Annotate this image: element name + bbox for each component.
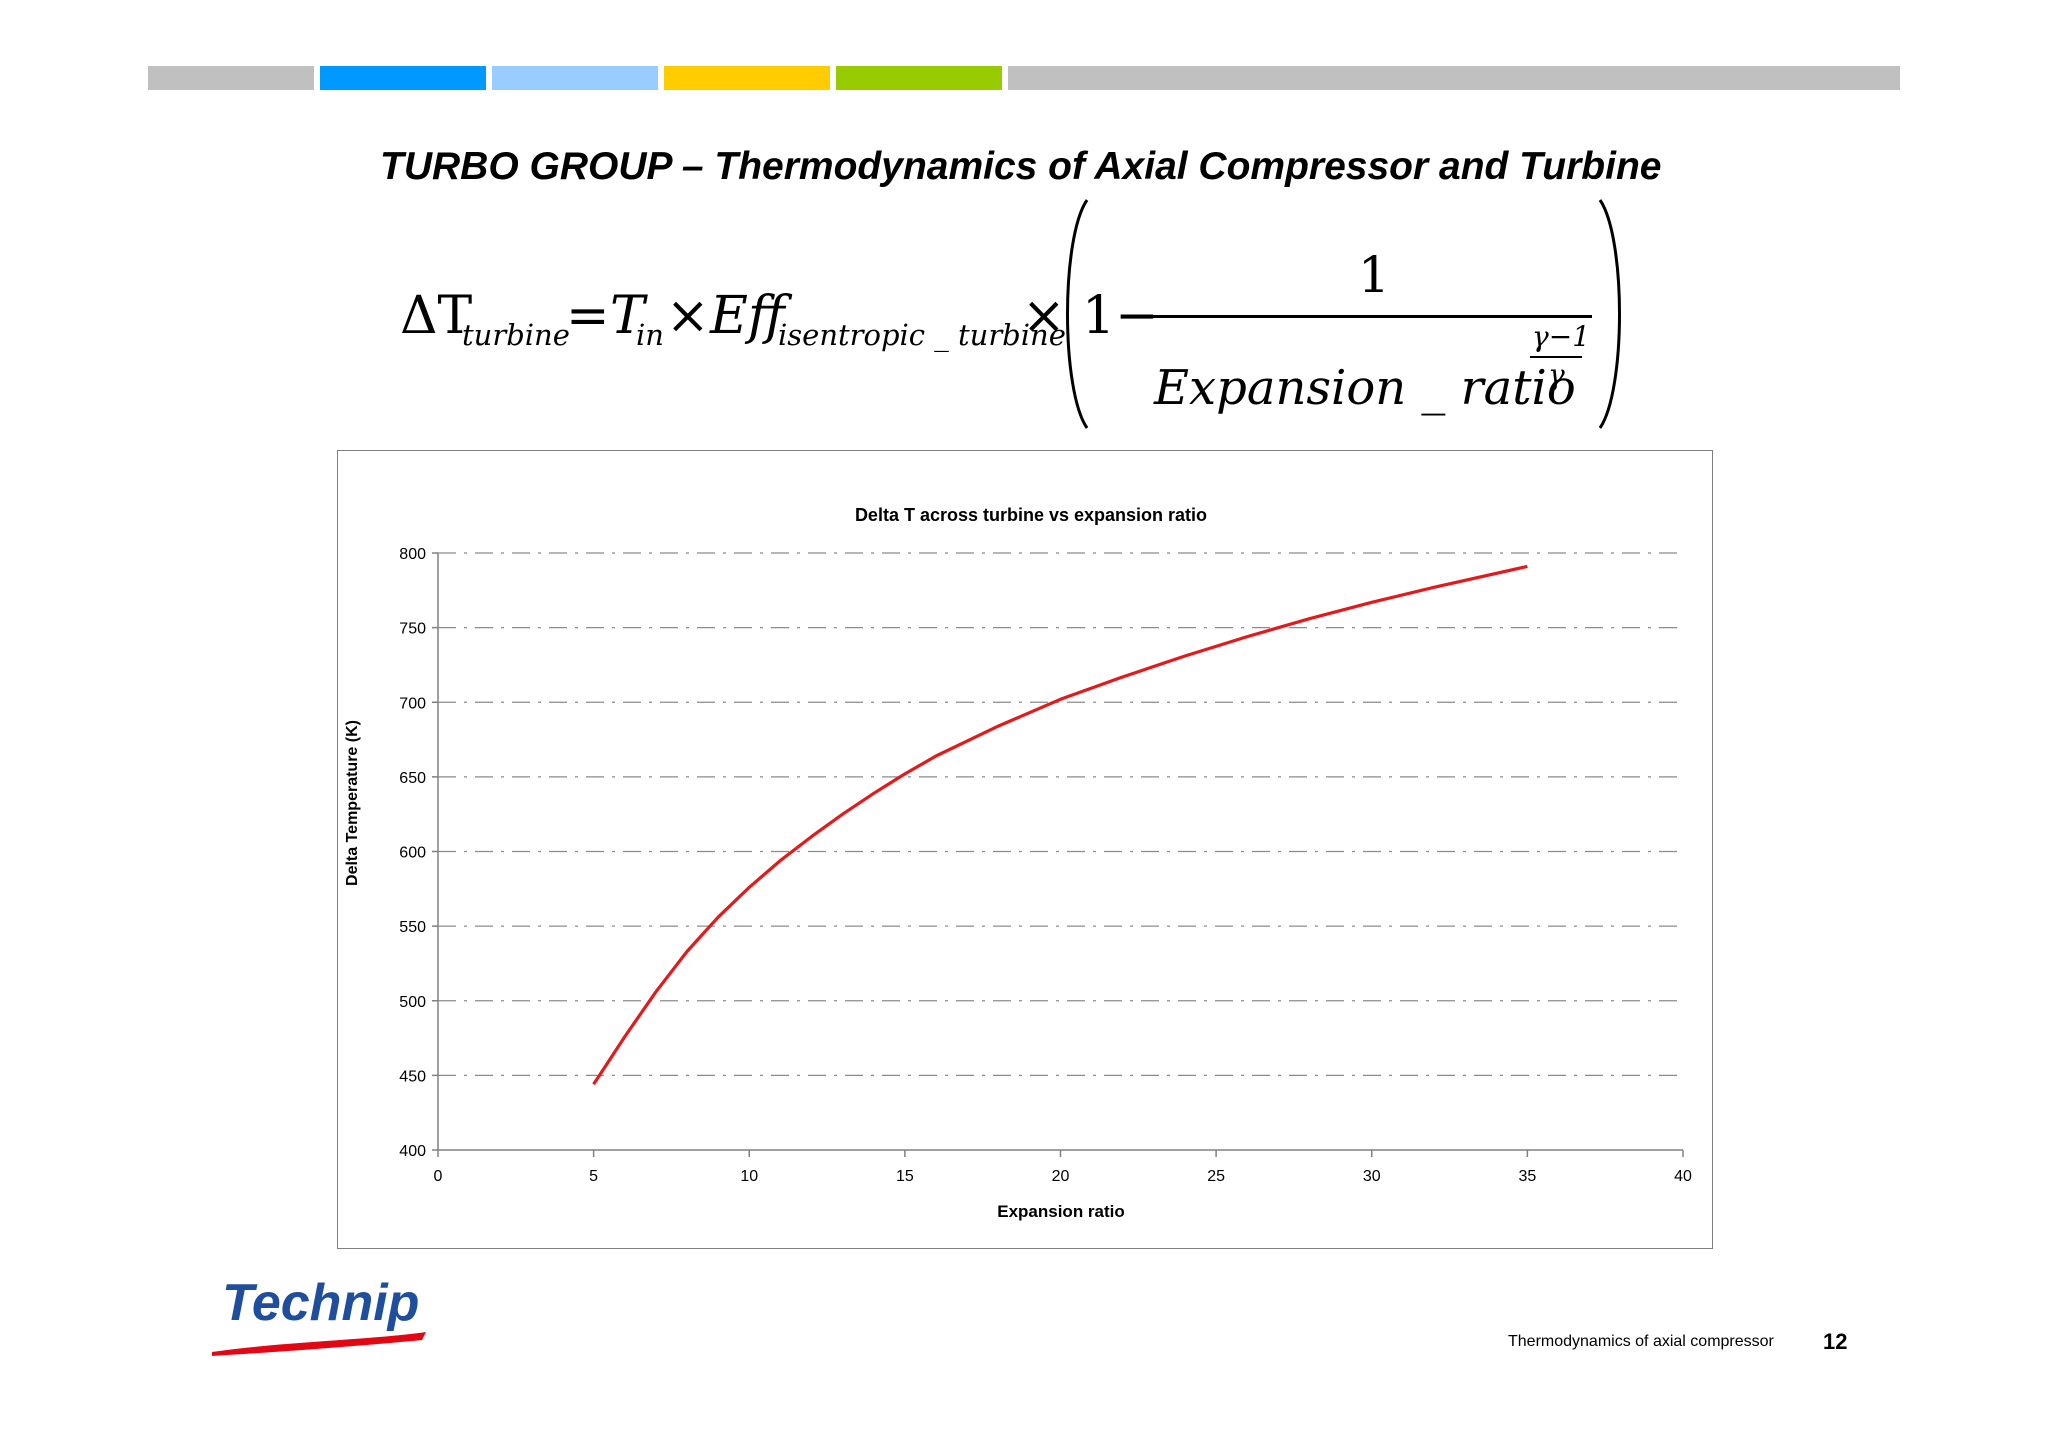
- turbine-delta-t-formula: ΔT turbine = T in × Eff isentropic _ tur…: [400, 190, 1640, 440]
- series-lines: [592, 564, 1528, 1086]
- x-tick-label-25: 25: [1207, 1168, 1225, 1185]
- formula-left-parenthesis: [1066, 199, 1089, 429]
- chart-title: Delta T across turbine vs expansion rati…: [855, 505, 1207, 525]
- x-tick-label-20: 20: [1052, 1168, 1070, 1185]
- formula-numerator: 1: [1358, 246, 1390, 304]
- header-bar-5: [836, 66, 1002, 90]
- y-tick-label-600: 600: [399, 845, 426, 862]
- formula-eff-subscript: isentropic _ turbine: [778, 318, 1066, 352]
- formula-exponent-numerator: γ−1: [1532, 320, 1591, 353]
- formula-equals: =: [566, 286, 610, 346]
- page-number: 12: [1823, 1329, 1848, 1354]
- y-axis-label: Delta Temperature (K): [344, 720, 361, 886]
- formula-eff: Eff: [710, 286, 785, 346]
- y-tick-label-500: 500: [399, 994, 426, 1011]
- header-bar-6: [1008, 66, 1900, 90]
- logo-wordmark: Technip: [222, 1274, 419, 1332]
- formula-right-parenthesis: [1598, 199, 1621, 429]
- formula-in-subscript: in: [636, 318, 664, 352]
- x-tick-label-30: 30: [1363, 1168, 1381, 1185]
- header-bar-4: [664, 66, 830, 90]
- header-bar-2: [320, 66, 486, 90]
- formula-one-minus: 1−: [1082, 286, 1159, 346]
- x-axis-label: Expansion ratio: [997, 1202, 1125, 1221]
- axes: 400 450 500 550 600 650 700 750 800 0 5 10 15 20 25 30 3…: [399, 546, 1692, 1185]
- y-tick-label-700: 700: [399, 695, 426, 712]
- y-tick-label-750: 750: [399, 621, 426, 638]
- x-tick-label-0: 0: [434, 1168, 443, 1185]
- grid-lines: [438, 552, 1683, 1076]
- header-bar-3: [492, 66, 658, 90]
- formula-times-2: ×: [1022, 286, 1066, 346]
- x-tick-label-15: 15: [896, 1168, 914, 1185]
- x-tick-label-10: 10: [740, 1168, 758, 1185]
- chart-container: Delta T across turbine vs expansion rati…: [337, 450, 1713, 1249]
- y-tick-label-450: 450: [399, 1068, 426, 1085]
- footer-caption: Thermodynamics of axial compressor: [1508, 1333, 1774, 1350]
- technip-logo: Technip: [210, 1270, 440, 1360]
- x-tick-label-40: 40: [1674, 1168, 1692, 1185]
- header-bar-1: [148, 66, 314, 90]
- x-tick-label-5: 5: [589, 1168, 598, 1185]
- formula-times-1: ×: [666, 286, 710, 346]
- slide-title: TURBO GROUP – Thermodynamics of Axial Co…: [380, 145, 1662, 188]
- y-tick-label-800: 800: [399, 546, 426, 563]
- formula-exponent-denominator: γ: [1548, 358, 1565, 391]
- formula-t-in: T: [610, 286, 645, 346]
- y-tick-label-400: 400: [399, 1143, 426, 1160]
- delta-t-chart: Delta T across turbine vs expansion rati…: [344, 505, 1692, 1221]
- formula-denominator: Expansion _ ratio: [1154, 360, 1576, 416]
- formula-fraction-bar: [1146, 315, 1592, 318]
- formula-turbine-subscript: turbine: [462, 318, 570, 352]
- x-tick-label-35: 35: [1518, 1168, 1536, 1185]
- series-line-1: [592, 564, 1528, 1086]
- technip-logo-graphic: Technip: [212, 1274, 426, 1356]
- y-tick-label-550: 550: [399, 919, 426, 936]
- y-tick-label-650: 650: [399, 770, 426, 787]
- formula-delta-t: ΔT: [400, 286, 473, 346]
- formula-exponent-bar: [1530, 356, 1582, 358]
- logo-swoosh: [212, 1332, 426, 1356]
